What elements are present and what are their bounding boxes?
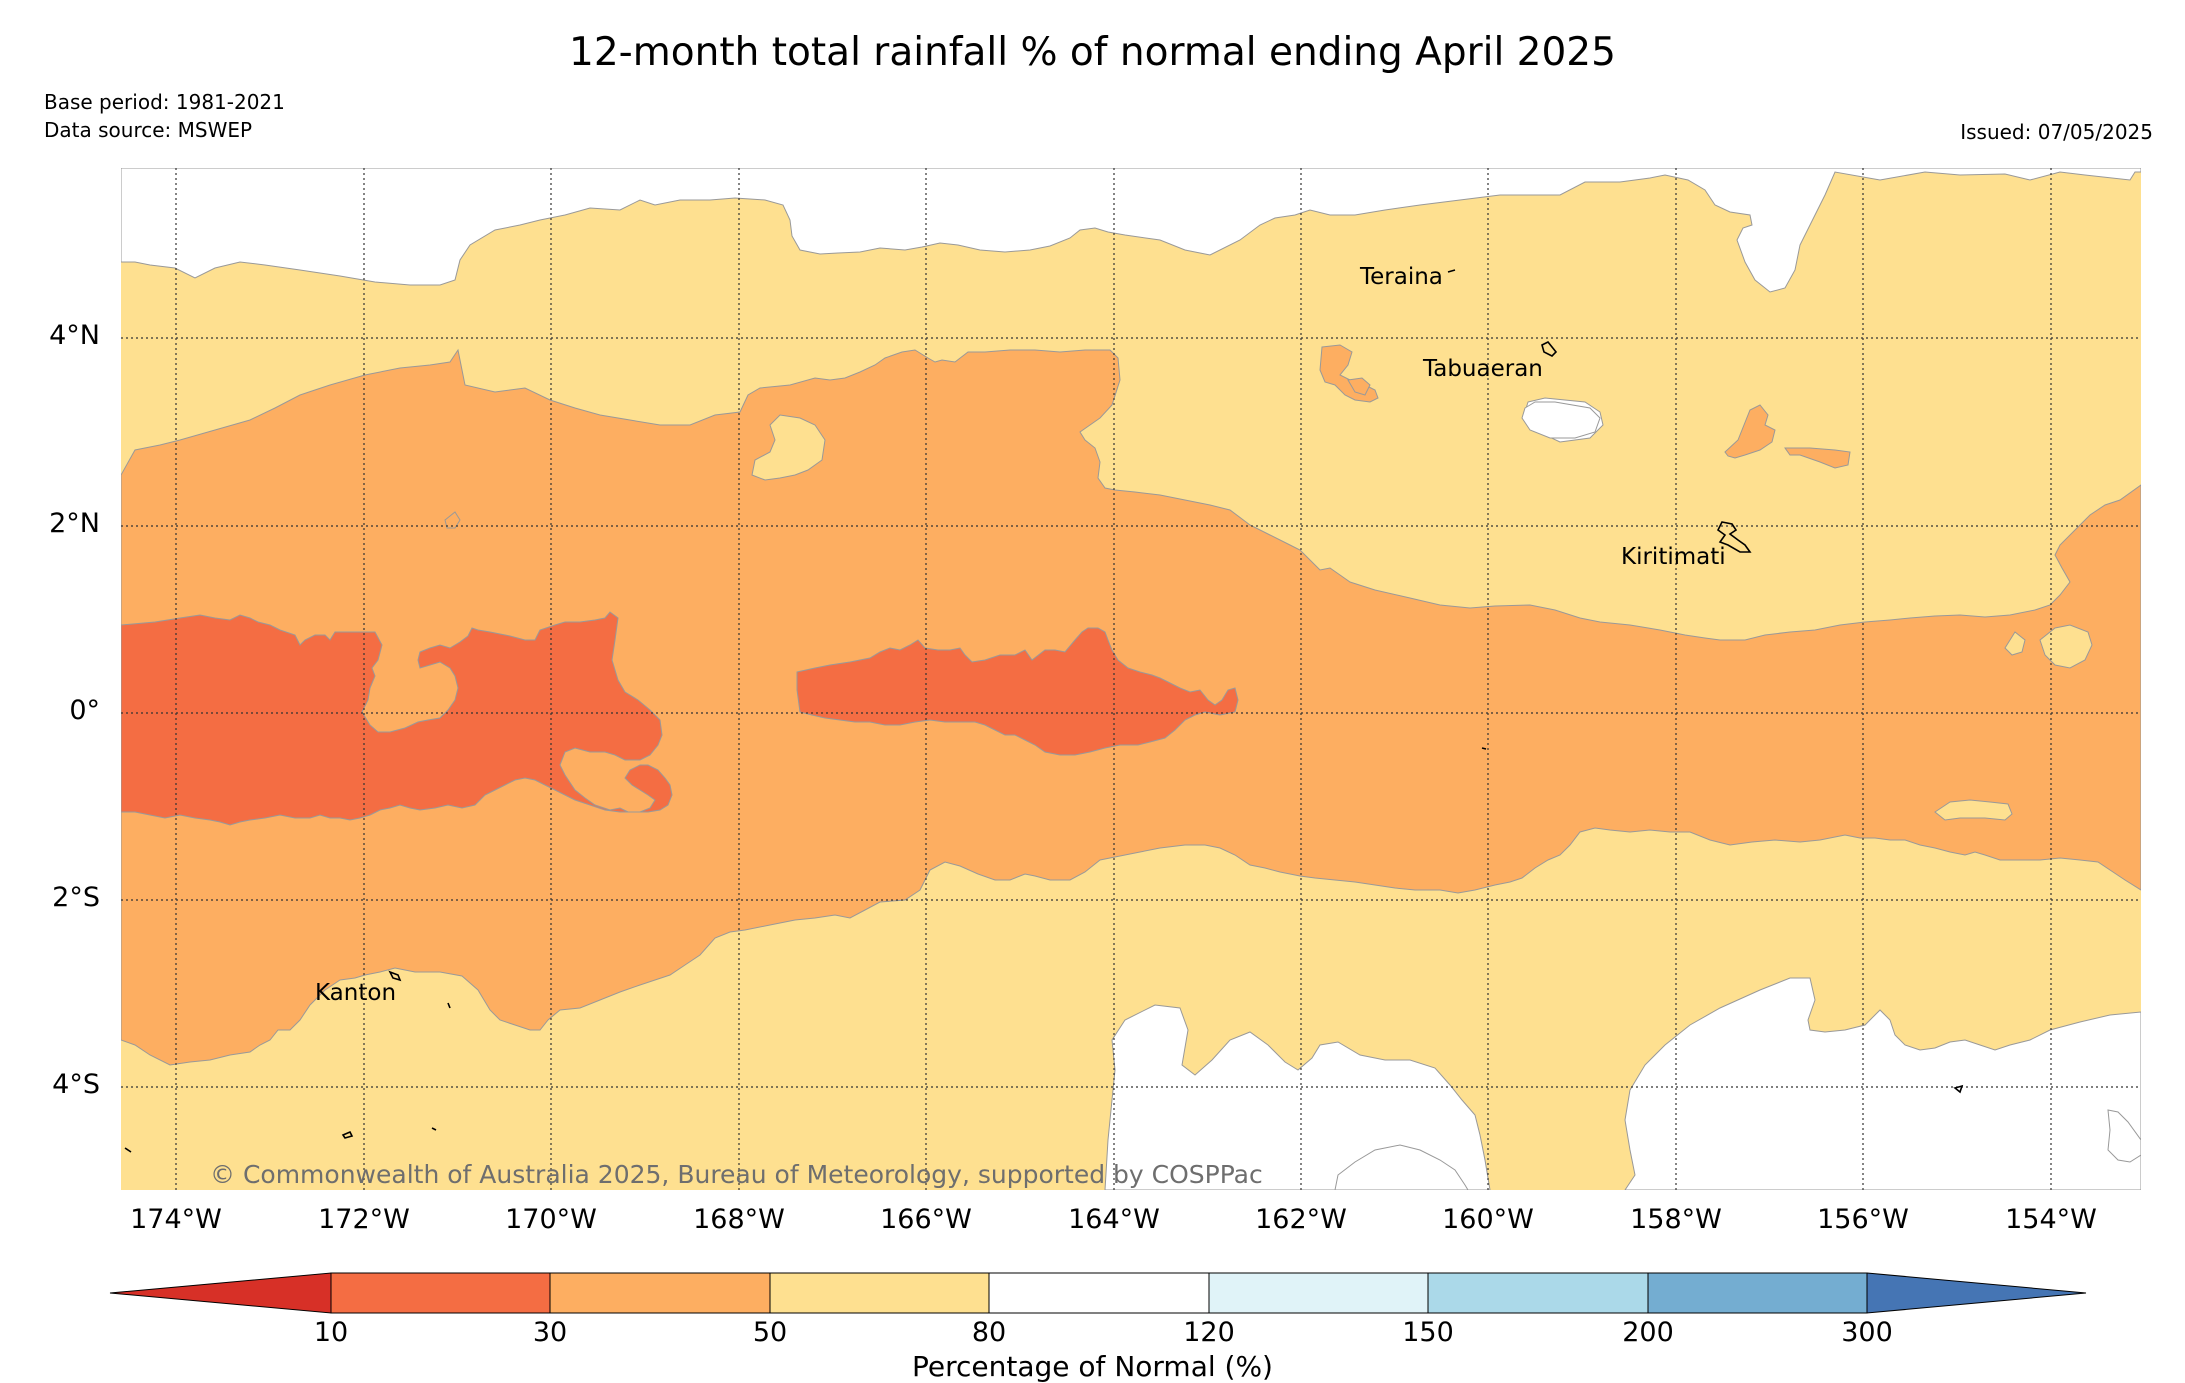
colorbar	[109, 1272, 2087, 1314]
lat-label-2s: 2°S	[52, 882, 100, 913]
colorbar-tick-120: 120	[1183, 1317, 1235, 1348]
colorbar-tick-50: 50	[752, 1317, 788, 1348]
island-outlines	[124, 269, 1964, 1153]
lon-label-172w: 172°W	[318, 1204, 410, 1235]
place-label-teraina: Teraina	[1360, 264, 1443, 290]
map-title: 12-month total rainfall % of normal endi…	[569, 30, 1616, 75]
colorbar-tick-200: 200	[1622, 1317, 1674, 1348]
lon-label-156w: 156°W	[1817, 1204, 1909, 1235]
place-label-tabuaeran: Tabuaeran	[1423, 356, 1543, 382]
issued-date: Issued: 07/05/2025	[1960, 120, 2153, 144]
lon-label-174w: 174°W	[130, 1204, 222, 1235]
lon-label-168w: 168°W	[693, 1204, 785, 1235]
lat-label-4n: 4°N	[49, 320, 100, 351]
colorbar-tick-10: 10	[313, 1317, 349, 1348]
colorbar-bin-120-150	[1208, 1272, 1429, 1314]
colorbar-bin-200-300	[1647, 1272, 1868, 1314]
lon-label-160w: 160°W	[1442, 1204, 1534, 1235]
graticule	[121, 168, 2141, 1190]
colorbar-under-triangle	[109, 1272, 332, 1314]
colorbar-bin-10-30	[330, 1272, 551, 1314]
place-label-kiritimati: Kiritimati	[1621, 544, 1726, 570]
colorbar-tick-150: 150	[1402, 1317, 1454, 1348]
lon-label-162w: 162°W	[1255, 1204, 1347, 1235]
base-period: Base period: 1981-2021	[44, 90, 285, 114]
tabuaeran-outline	[1541, 340, 1558, 357]
colorbar-bin-50-80	[769, 1272, 990, 1314]
copyright-notice: © Commonwealth of Australia 2025, Bureau…	[210, 1160, 1263, 1189]
map-area	[121, 168, 2141, 1190]
lat-label-4s: 4°S	[52, 1069, 100, 1100]
data-source: Data source: MSWEP	[44, 118, 253, 142]
colorbar-over-triangle	[1866, 1272, 2087, 1314]
lat-label-0: 0°	[69, 695, 100, 726]
region-80-120	[121, 168, 2141, 1190]
lon-label-170w: 170°W	[505, 1204, 597, 1235]
kanton-outline	[388, 970, 402, 982]
lon-label-164w: 164°W	[1068, 1204, 1160, 1235]
colorbar-label: Percentage of Normal (%)	[912, 1350, 1273, 1383]
colorbar-bin-30-50	[549, 1272, 771, 1314]
colorbar-tick-30: 30	[532, 1317, 568, 1348]
region-50-80-islands	[751, 414, 2093, 821]
lon-label-166w: 166°W	[880, 1204, 972, 1235]
region-10-30	[121, 611, 1239, 826]
colorbar-tick-300: 300	[1841, 1317, 1893, 1348]
colorbar-bin-150-200	[1427, 1272, 1649, 1314]
colorbar-bin-80-120	[988, 1272, 1210, 1314]
region-30-50-islands	[444, 344, 1851, 529]
kiritimati-outline	[1716, 521, 1752, 553]
lon-label-158w: 158°W	[1630, 1204, 1722, 1235]
lon-label-154w: 154°W	[2005, 1204, 2097, 1235]
colorbar-tick-80: 80	[971, 1317, 1007, 1348]
place-label-kanton: Kanton	[315, 980, 397, 1006]
lat-label-2n: 2°N	[49, 508, 100, 539]
